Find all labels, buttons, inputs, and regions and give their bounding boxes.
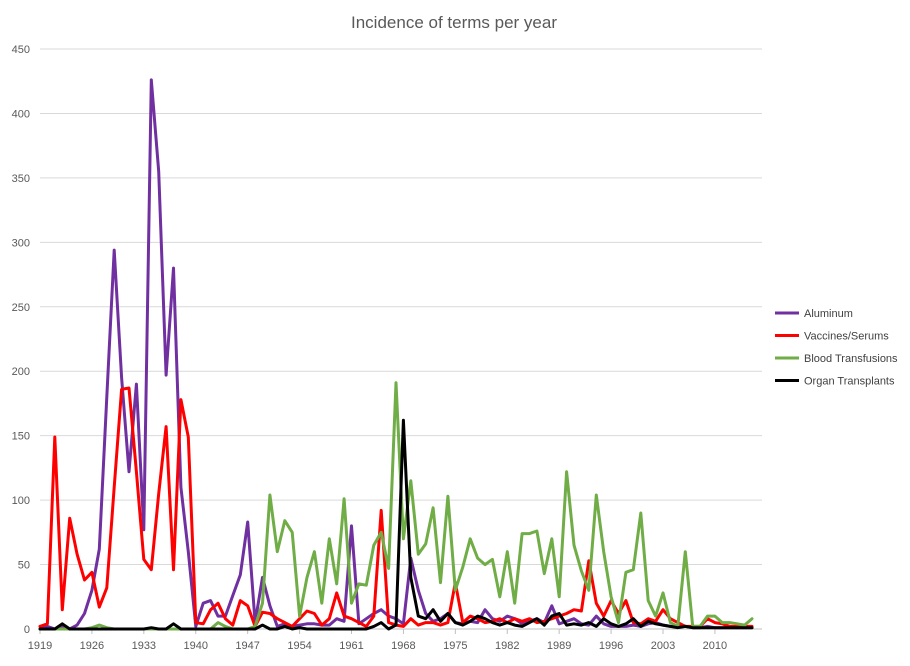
y-axis-ticks: 0 50 100 150 200 250 300 350 400 450 — [12, 44, 30, 636]
y-tick-label: 50 — [18, 560, 30, 572]
series-line-aluminum — [38, 78, 754, 631]
y-tick-label: 400 — [12, 108, 30, 120]
x-tick-label: 1961 — [339, 640, 363, 652]
legend: Aluminum Vaccines/Serums Blood Transfusion… — [775, 308, 898, 388]
legend-label: Organ Transplants — [804, 376, 895, 388]
y-tick-label: 200 — [12, 366, 30, 378]
y-tick-label: 450 — [12, 44, 30, 56]
y-tick-label: 100 — [12, 495, 30, 507]
legend-label: Blood Transfusions — [804, 353, 898, 365]
x-tick-label: 1989 — [547, 640, 571, 652]
x-axis-ticks: 1919 1926 1933 1940 1947 1954 1961 1968 1975 1982… — [28, 629, 727, 652]
x-tick-label: 1975 — [443, 640, 467, 652]
x-tick-label: 1954 — [287, 640, 311, 652]
x-tick-label: 2010 — [703, 640, 727, 652]
x-tick-label: 1968 — [391, 640, 415, 652]
x-tick-label: 1926 — [80, 640, 104, 652]
chart-title: Incidence of terms per year — [351, 13, 557, 32]
x-tick-label: 1919 — [28, 640, 52, 652]
legend-label: Aluminum — [804, 308, 853, 320]
x-tick-label: 1940 — [184, 640, 208, 652]
x-tick-label: 1996 — [599, 640, 623, 652]
y-tick-label: 250 — [12, 302, 30, 314]
x-tick-label: 1933 — [132, 640, 156, 652]
series-lines — [38, 78, 754, 631]
y-tick-label: 300 — [12, 237, 30, 249]
y-tick-label: 0 — [24, 624, 30, 636]
legend-label: Vaccines/Serums — [804, 331, 889, 343]
x-tick-label: 2003 — [651, 640, 675, 652]
x-tick-label: 1982 — [495, 640, 519, 652]
series-line-organ-transplants — [38, 418, 754, 631]
x-tick-label: 1947 — [235, 640, 259, 652]
y-tick-label: 150 — [12, 431, 30, 443]
y-tick-label: 350 — [12, 173, 30, 185]
